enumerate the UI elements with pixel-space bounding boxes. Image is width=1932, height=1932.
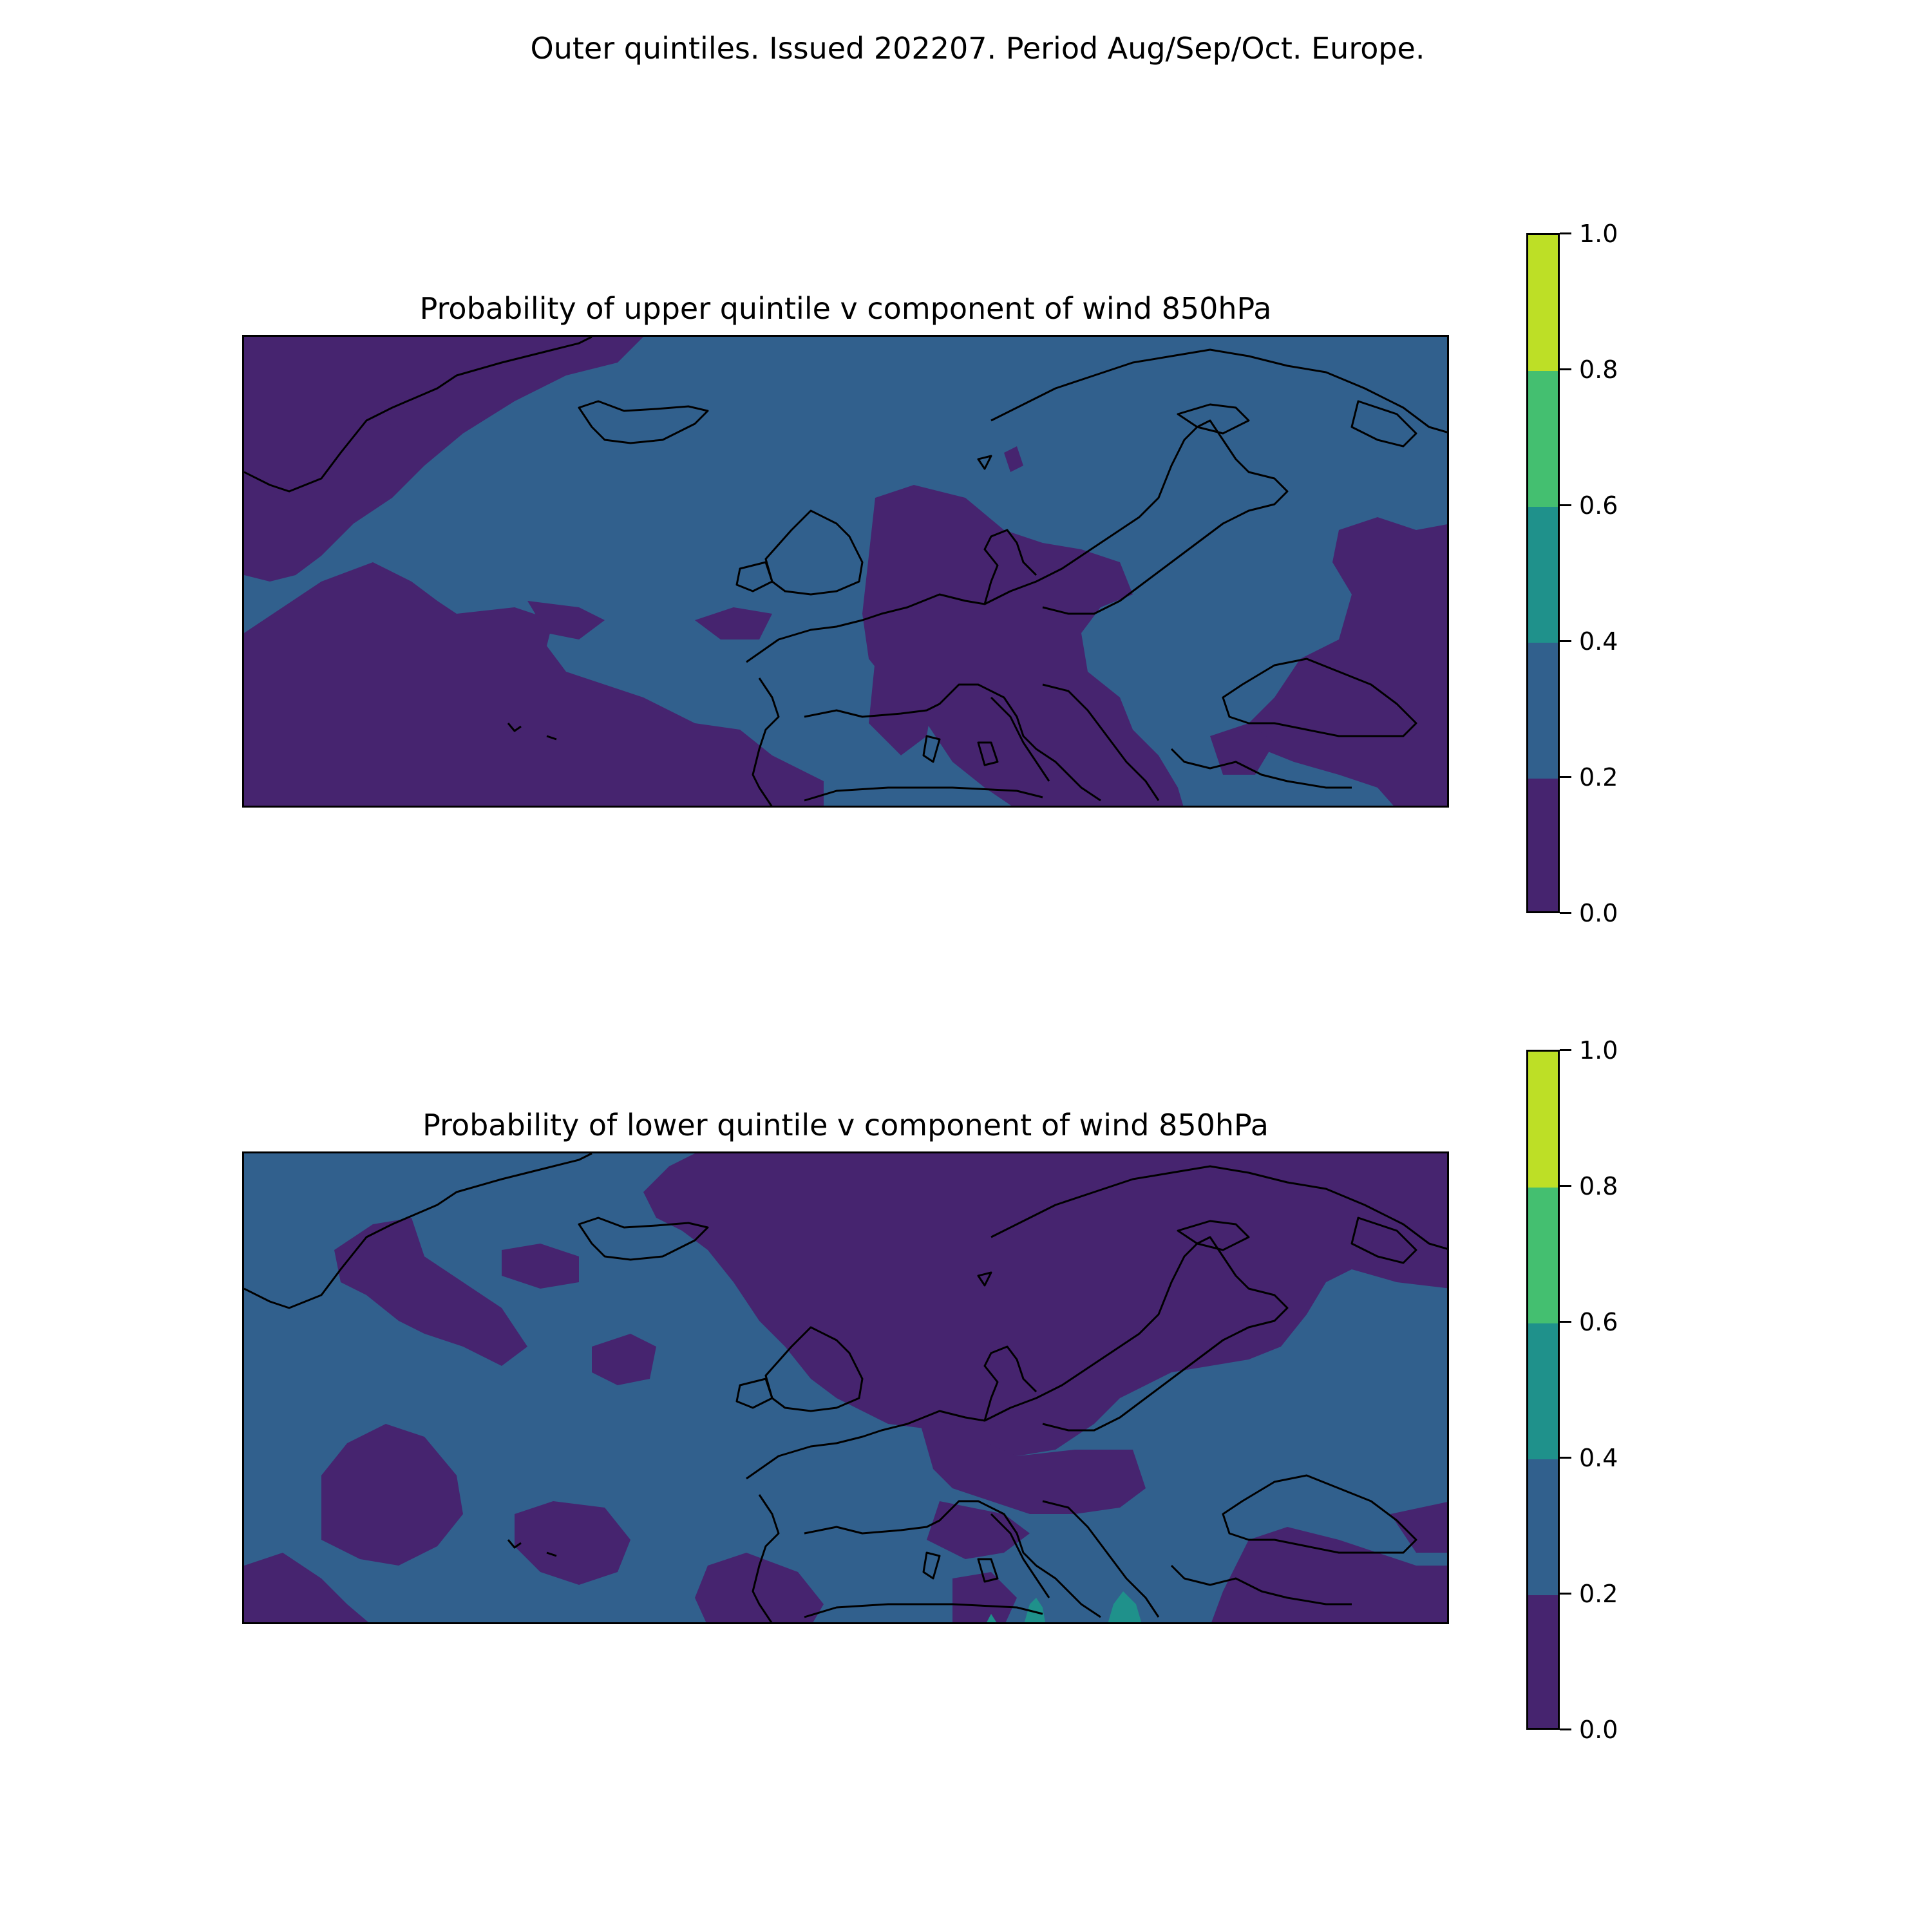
upper-colorbar-label: 0.0 — [1579, 899, 1618, 927]
lower-quintile-map — [242, 1151, 1449, 1624]
upper-colorbar-band-0.0-0.2 — [1528, 779, 1558, 911]
upper-colorbar-label: 0.6 — [1579, 491, 1618, 520]
upper-colorbar-tick — [1560, 504, 1571, 506]
lower-colorbar-tick — [1560, 1593, 1571, 1595]
lower-colorbar-tick — [1560, 1049, 1571, 1051]
upper-colorbar-band-0.4-0.6 — [1528, 507, 1558, 643]
lower-colorbar-tick — [1560, 1185, 1571, 1187]
upper-coastlines — [244, 337, 1447, 806]
upper-panel-title: Probability of upper quintile v componen… — [419, 291, 1272, 326]
figure-suptitle: Outer quintiles. Issued 202207. Period A… — [530, 31, 1425, 66]
upper-colorbar-tick — [1560, 912, 1571, 914]
lower-colorbar-label: 0.2 — [1579, 1580, 1618, 1608]
upper-colorbar-label: 0.8 — [1579, 355, 1618, 384]
upper-colorbar-label: 0.4 — [1579, 627, 1618, 656]
lower-colorbar-band-0.8-1.0 — [1528, 1052, 1558, 1188]
lower-panel-title: Probability of lower quintile v componen… — [422, 1108, 1269, 1142]
lower-colorbar-band-0.2-0.4 — [1528, 1459, 1558, 1595]
lower-band-0.0-0.2 — [244, 1153, 1447, 1622]
lower-map-svg — [244, 1153, 1447, 1622]
upper-band-0.0-0.2 — [244, 337, 1447, 806]
upper-colorbar-label: 0.2 — [1579, 763, 1618, 791]
lower-colorbar-label: 0.4 — [1579, 1444, 1618, 1472]
upper-quintile-map — [242, 335, 1449, 808]
upper-colorbar-band-0.2-0.4 — [1528, 643, 1558, 779]
lower-colorbar-label: 0.6 — [1579, 1308, 1618, 1336]
lower-colorbar-label: 0.0 — [1579, 1716, 1618, 1744]
upper-colorbar-tick — [1560, 368, 1571, 370]
upper-colorbar-band-0.8-1.0 — [1528, 235, 1558, 371]
lower-colorbar-tick — [1560, 1457, 1571, 1459]
upper-colorbar-label: 1.0 — [1579, 220, 1618, 248]
lower-colorbar — [1526, 1050, 1560, 1730]
lower-colorbar-label: 0.8 — [1579, 1172, 1618, 1200]
upper-colorbar-tick — [1560, 232, 1571, 234]
upper-colorbar-band-0.6-0.8 — [1528, 371, 1558, 507]
lower-colorbar-band-0.4-0.6 — [1528, 1323, 1558, 1459]
lower-coastlines — [244, 1153, 1447, 1622]
upper-colorbar — [1526, 233, 1560, 913]
lower-colorbar-tick — [1560, 1321, 1571, 1323]
upper-colorbar-tick — [1560, 776, 1571, 778]
lower-band-0.4-0.6 — [987, 1591, 1142, 1622]
lower-colorbar-band-0.0-0.2 — [1528, 1595, 1558, 1728]
upper-map-svg — [244, 337, 1447, 806]
upper-colorbar-tick — [1560, 640, 1571, 642]
lower-colorbar-band-0.6-0.8 — [1528, 1188, 1558, 1323]
lower-colorbar-tick — [1560, 1728, 1571, 1730]
lower-colorbar-label: 1.0 — [1579, 1036, 1618, 1065]
